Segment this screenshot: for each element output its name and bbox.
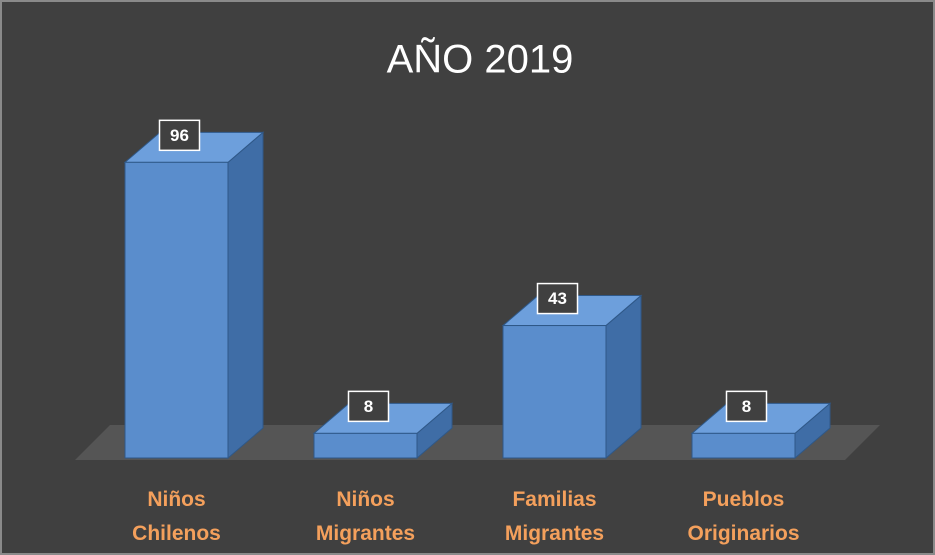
bar — [123, 131, 265, 460]
value-label: 96 — [170, 126, 189, 145]
value-label: 8 — [364, 397, 373, 416]
value-label-box — [158, 119, 201, 152]
bar-front — [124, 161, 229, 459]
floor — [75, 425, 880, 460]
chart-title: AÑO 2019 — [387, 37, 574, 82]
bar-front — [691, 432, 796, 459]
value-label-box — [347, 390, 390, 423]
bar-front — [313, 432, 418, 459]
bar-front — [502, 325, 607, 459]
value-label: 8 — [742, 397, 751, 416]
x-tick-label: Niños Migrantes — [316, 488, 415, 545]
value-label-box — [536, 282, 579, 315]
x-tick-label: Pueblos Originarios — [687, 488, 799, 545]
value-label-box — [725, 390, 768, 423]
bar — [501, 294, 643, 460]
x-tick-label: Familias Migrantes — [505, 488, 604, 545]
value-label: 43 — [548, 289, 567, 308]
x-tick-label: Niños Chilenos — [132, 488, 221, 545]
bar-side — [227, 131, 264, 460]
